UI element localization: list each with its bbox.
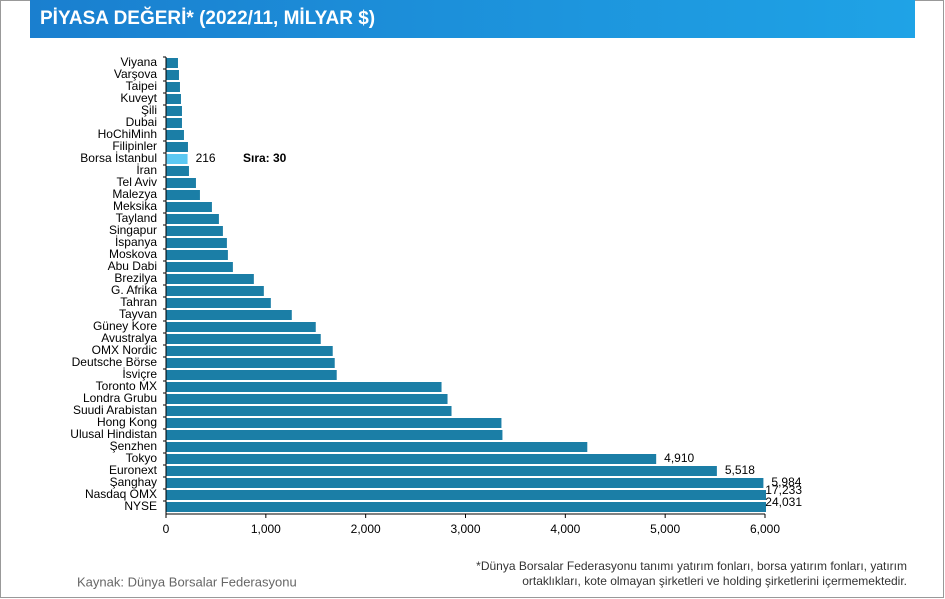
- y-tick-label: G. Afrika: [111, 283, 157, 297]
- bar: [166, 70, 179, 80]
- x-tick-label: 5,000: [650, 522, 680, 536]
- y-tick-label: Abu Dabi: [108, 259, 157, 273]
- bar: [166, 370, 337, 380]
- bar: [166, 502, 766, 512]
- y-tick-label: Tahran: [120, 295, 157, 309]
- bar: [166, 58, 178, 68]
- y-tick-label: Euronext: [109, 463, 158, 477]
- value-label: 5,984: [771, 475, 801, 489]
- bar: [166, 478, 764, 488]
- y-tick-label: Şili: [141, 103, 157, 117]
- bar: [166, 250, 228, 260]
- bar: [166, 490, 766, 500]
- x-tick-label: 4,000: [550, 522, 580, 536]
- bar: [166, 166, 189, 176]
- y-tick-label: Tokyo: [126, 451, 158, 465]
- y-tick-label: HoChiMinh: [98, 127, 157, 141]
- y-tick-label: Tayland: [116, 211, 157, 225]
- y-tick-label: Hong Kong: [97, 415, 157, 429]
- bar: [166, 466, 717, 476]
- y-tick-label: Malezya: [112, 187, 157, 201]
- y-tick-label: Moskova: [109, 247, 157, 261]
- y-tick-label: Singapur: [109, 223, 157, 237]
- y-tick-label: İran: [136, 163, 157, 177]
- bar: [166, 406, 452, 416]
- y-tick-label: Viyana: [121, 55, 158, 69]
- bar: [166, 418, 502, 428]
- y-tick-label: Varşova: [114, 67, 157, 81]
- y-tick-label: Tel Aviv: [117, 175, 157, 189]
- bar: [166, 394, 448, 404]
- y-tick-label: İspanya: [115, 235, 157, 249]
- bar: [166, 310, 292, 320]
- y-tick-label: Suudi Arabistan: [73, 403, 157, 417]
- bar: [166, 226, 223, 236]
- bar: [166, 118, 182, 128]
- y-tick-label: Nasdaq OMX: [85, 487, 157, 501]
- y-tick-label: Şanghay: [110, 475, 157, 489]
- x-tick-label: 2,000: [351, 522, 381, 536]
- bar: [166, 430, 503, 440]
- y-tick-label: Tayvan: [119, 307, 157, 321]
- bar: [166, 142, 188, 152]
- y-tick-label: Toronto MX: [96, 379, 157, 393]
- x-tick-label: 1,000: [251, 522, 281, 536]
- annotation: Sıra: 30: [243, 151, 287, 165]
- bar: [166, 274, 254, 284]
- y-tick-label: Dubai: [126, 115, 157, 129]
- value-label: 216: [196, 151, 216, 165]
- y-tick-label: Brezilya: [114, 271, 157, 285]
- bar: [166, 442, 588, 452]
- bar: [166, 382, 442, 392]
- x-tick-label: 6,000: [750, 522, 780, 536]
- x-tick-label: 0: [163, 522, 170, 536]
- bar: [166, 202, 212, 212]
- bar: [166, 346, 333, 356]
- y-tick-label: Kuveyt: [120, 91, 157, 105]
- y-tick-label: Londra Grubu: [83, 391, 157, 405]
- bar: [166, 82, 180, 92]
- y-tick-label: İsviçre: [122, 367, 157, 381]
- bar: [166, 298, 271, 308]
- bar: [166, 178, 196, 188]
- bar: [166, 106, 182, 116]
- bar: [166, 322, 316, 332]
- y-tick-label: OMX Nordic: [92, 343, 157, 357]
- value-label: 24,031: [765, 495, 802, 509]
- value-label: 4,910: [664, 451, 694, 465]
- y-tick-label: Taipei: [126, 79, 157, 93]
- bar: [166, 286, 264, 296]
- footnote: ortaklıkları, kote olmayan şirketleri ve…: [522, 574, 907, 588]
- bar: [166, 130, 184, 140]
- bar: [166, 154, 188, 164]
- y-tick-label: NYSE: [124, 499, 157, 513]
- bar: [166, 454, 657, 464]
- y-tick-label: Meksika: [113, 199, 157, 213]
- bar: [166, 214, 219, 224]
- bar: [166, 334, 321, 344]
- y-tick-label: Deutsche Börse: [72, 355, 158, 369]
- x-tick-label: 3,000: [450, 522, 480, 536]
- y-tick-label: Avustralya: [101, 331, 157, 345]
- source: Kaynak: Dünya Borsalar Federasyonu: [77, 574, 297, 589]
- bar: [166, 94, 181, 104]
- value-label: 17,233: [765, 483, 802, 497]
- y-tick-label: Filipinler: [112, 139, 157, 153]
- chart-title: PİYASA DEĞERİ* (2022/11, MİLYAR $): [40, 7, 375, 29]
- y-tick-label: Borsa İstanbul: [80, 151, 157, 165]
- bar: [166, 238, 227, 248]
- y-tick-label: Şenzhen: [110, 439, 157, 453]
- value-label: 5,518: [725, 463, 755, 477]
- bar: [166, 190, 200, 200]
- y-tick-label: Güney Kore: [93, 319, 157, 333]
- banner: [30, 0, 915, 38]
- bar: [166, 358, 335, 368]
- footnote: *Dünya Borsalar Federasyonu tanımı yatır…: [476, 559, 907, 573]
- bar: [166, 262, 233, 272]
- y-tick-label: Ulusal Hindistan: [70, 427, 157, 441]
